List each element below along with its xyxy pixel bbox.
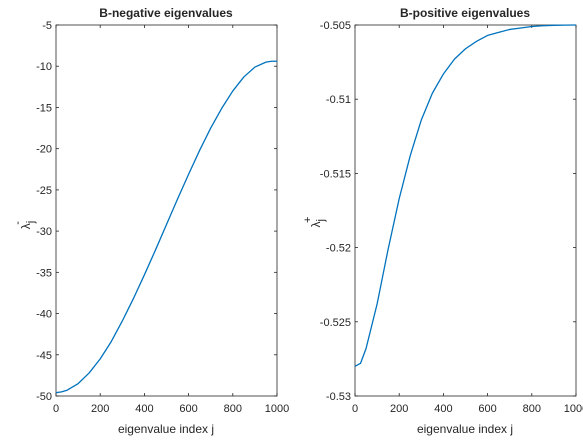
chart-title: B-negative eigenvalues: [99, 6, 233, 20]
x-axis-label: eigenvalue index j: [118, 422, 214, 436]
x-tick-label: 600: [478, 403, 496, 415]
y-axis-label-subscript: j: [25, 221, 37, 224]
y-axis-label-superscript: +: [302, 217, 314, 223]
x-tick-label: 1000: [564, 403, 583, 415]
y-tick-label: -40: [36, 309, 52, 321]
y-tick-label: -25: [36, 185, 52, 197]
y-tick-label: -5: [42, 20, 52, 32]
axes-box: [55, 24, 278, 397]
y-tick-label: -50: [36, 391, 52, 403]
x-tick-label: 0: [53, 403, 59, 415]
y-tick-label: -0.52: [326, 243, 351, 255]
y-tick-label: -20: [36, 144, 52, 156]
x-tick-label: 1000: [265, 403, 289, 415]
plot-area: 0 200 400 600 800 1000 -50 -45 -40 -35 -30 -25 -20 -1…: [36, 20, 289, 415]
y-axis-label-base: λ: [309, 221, 323, 227]
y-tick-label: -0.515: [320, 168, 351, 180]
y-tick-label: -0.53: [326, 391, 351, 403]
x-axis-label: eigenvalue index j: [417, 422, 513, 436]
series-line: [55, 60, 277, 394]
x-tick-label: 400: [135, 403, 153, 415]
y-tick-label: -15: [36, 102, 52, 114]
y-axis-label: λj+: [302, 217, 327, 228]
y-tick-label: -0.505: [320, 20, 351, 32]
y-tick-label: -0.51: [326, 94, 351, 106]
x-tick-label: 800: [224, 403, 242, 415]
y-tick-label: -30: [36, 226, 52, 238]
x-tick-label: 600: [179, 403, 197, 415]
x-tick-label: 200: [91, 403, 109, 415]
series-line: [354, 24, 577, 367]
chart-positive-eigenvalues: 0 200 400 600 800 1000 -0.53 -0.525 -0.52 -0.515 -…: [302, 6, 583, 436]
y-tick-label: -35: [36, 267, 52, 279]
chart-title: B-positive eigenvalues: [400, 6, 530, 20]
y-axis-label-base: λ: [19, 223, 33, 229]
axes-box: [354, 24, 577, 397]
y-axis-label: λj-: [12, 221, 37, 229]
y-tick-label: -45: [36, 350, 52, 362]
chart-negative-eigenvalues: 0 200 400 600 800 1000 -50 -45 -40 -35 -30 -25 -20 -1…: [12, 6, 289, 436]
y-axis-label-superscript: -: [12, 221, 24, 225]
x-tick-label: 0: [352, 403, 358, 415]
x-tick-label: 800: [523, 403, 541, 415]
y-axis-label-subscript: j: [315, 219, 327, 222]
y-tick-label: -0.525: [320, 317, 351, 329]
y-tick-label: -10: [36, 61, 52, 73]
plot-area: 0 200 400 600 800 1000 -0.53 -0.525 -0.52 -0.515 -…: [320, 20, 583, 415]
x-tick-label: 400: [434, 403, 452, 415]
x-tick-label: 200: [390, 403, 408, 415]
